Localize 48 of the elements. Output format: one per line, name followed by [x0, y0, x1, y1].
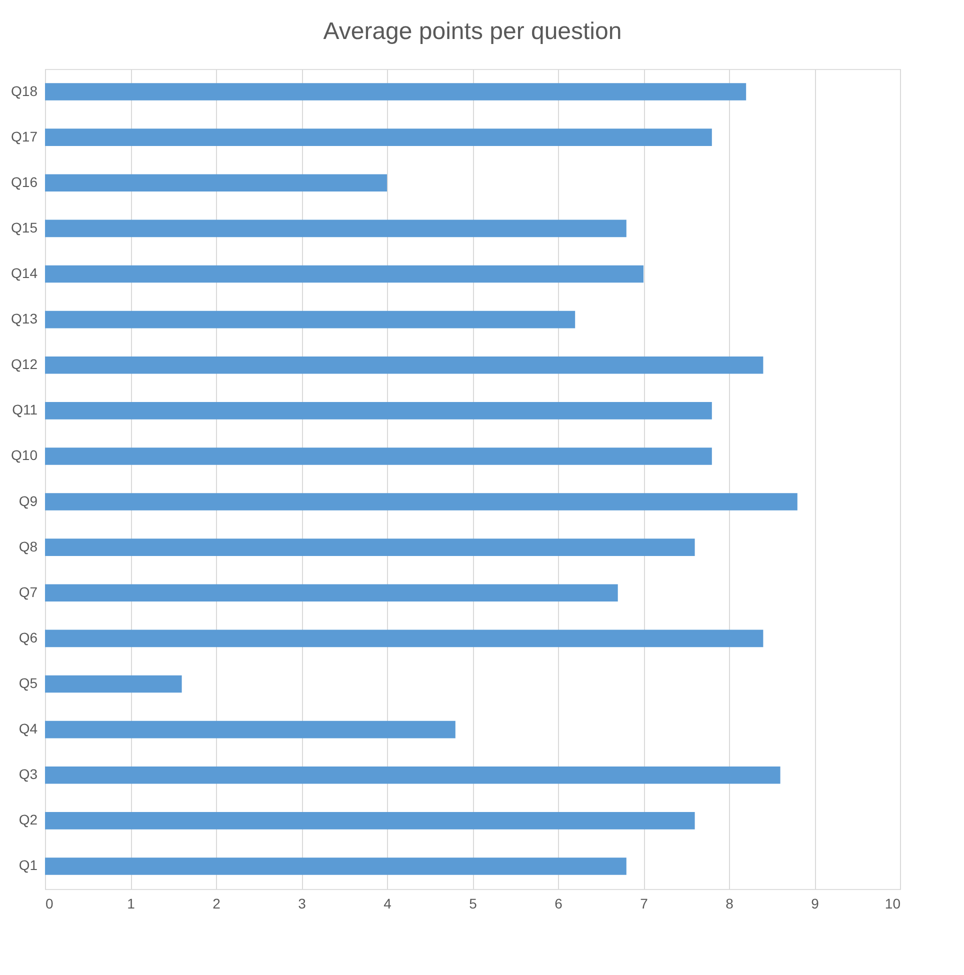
y-tick-label: Q4 [18, 720, 38, 737]
y-tick-label: Q14 [11, 265, 38, 281]
x-tick-label: 5 [469, 896, 478, 912]
y-tick-label: Q7 [18, 584, 38, 600]
bar [45, 812, 695, 830]
x-tick-label: 1 [127, 896, 136, 912]
x-tick-label: 0 [46, 896, 54, 912]
y-tick-label: Q9 [18, 492, 38, 509]
y-tick-label: Q1 [18, 857, 38, 874]
x-tick-label: 8 [726, 896, 734, 912]
x-tick-label: 9 [811, 896, 820, 912]
x-tick-label: 7 [640, 896, 648, 912]
x-tick-label: 10 [884, 896, 901, 912]
bar [45, 720, 456, 738]
bar [45, 220, 626, 238]
bar [45, 538, 695, 556]
bar [45, 356, 764, 374]
y-tick-label: Q2 [18, 812, 38, 828]
bar [45, 310, 576, 328]
bar [45, 448, 712, 465]
bar [45, 128, 712, 146]
x-tick-label: 6 [554, 896, 563, 912]
y-tick-label: Q10 [11, 447, 38, 464]
bar [45, 584, 618, 602]
x-tick-label: 3 [298, 896, 306, 912]
bar [45, 265, 644, 283]
y-tick-label: Q6 [18, 629, 38, 646]
y-tick-label: Q12 [11, 356, 38, 372]
bar [45, 858, 626, 875]
y-tick-label: Q11 [12, 402, 38, 418]
y-tick-label: Q17 [11, 128, 38, 144]
bar [45, 630, 764, 648]
x-tick-label: 4 [384, 896, 392, 912]
y-tick-label: Q13 [11, 310, 38, 327]
bar [45, 174, 387, 192]
y-tick-label: Q5 [18, 675, 38, 691]
x-tick-label: 2 [212, 896, 221, 912]
bar [45, 766, 780, 784]
chart-title: Average points per question [323, 18, 622, 45]
y-tick-label: Q16 [11, 174, 38, 190]
y-tick-label: Q18 [11, 82, 38, 99]
y-tick-label: Q3 [18, 766, 38, 782]
bar [45, 493, 798, 510]
bar [45, 402, 712, 420]
y-tick-label: Q15 [11, 219, 38, 236]
bar [45, 675, 182, 693]
y-tick-label: Q8 [18, 538, 38, 554]
bar [45, 83, 746, 100]
